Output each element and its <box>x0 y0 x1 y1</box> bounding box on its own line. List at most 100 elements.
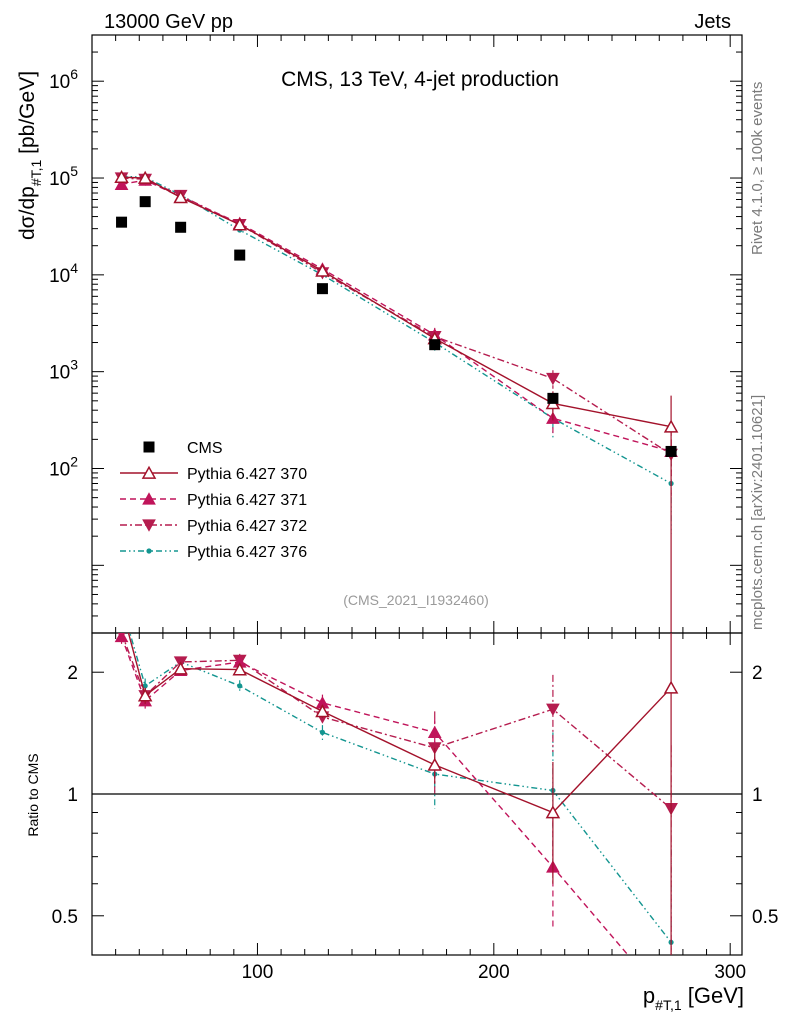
data-point <box>114 169 129 184</box>
data-point <box>547 392 559 404</box>
side-label-rivet: Rivet 4.1.0, ≥ 100k events <box>749 82 766 255</box>
ratio-point <box>119 601 124 606</box>
ratio-line <box>120 633 672 810</box>
legend: CMS Pythia 6.427 370 Pythia 6.427 371 Pythi… <box>120 440 307 561</box>
ratio-point <box>142 683 148 689</box>
ratio-point <box>114 633 129 643</box>
ratio-point <box>546 703 560 716</box>
y-axis-label-sub: #T,1 <box>28 159 44 186</box>
y-tick-label-exp: 6 <box>70 66 78 82</box>
x-tick-label: 100 <box>242 962 274 983</box>
header-left: 13000 GeV pp <box>104 11 233 33</box>
y-tick-label-exp: 5 <box>70 163 78 179</box>
legend-entry: Pythia 6.427 370 <box>120 465 307 483</box>
y-tick-label-exp: 2 <box>70 453 78 469</box>
y-tick-label-base: 10 <box>49 169 70 190</box>
y-tick-label: 104 <box>49 260 78 287</box>
legend-label: Pythia 6.427 370 <box>187 466 307 483</box>
series-cms <box>116 196 677 457</box>
legend-label: Pythia 6.427 372 <box>187 518 307 535</box>
x-axis-label-sub: #T,1 <box>655 997 682 1013</box>
ratio-series-pythia-6-427-376 <box>119 601 674 955</box>
data-point <box>232 217 248 231</box>
ratio-tick-label-right: 1 <box>752 785 763 806</box>
data-point <box>173 190 188 204</box>
legend-entry: Pythia 6.427 371 <box>120 492 307 509</box>
legend-marker <box>141 465 157 479</box>
main-series <box>114 169 679 633</box>
y-tick-label-base: 10 <box>49 363 70 384</box>
y-axis-label: dσ/dp#T,1 [pb/GeV] <box>16 71 44 240</box>
legend-marker <box>143 441 155 453</box>
data-point <box>316 283 328 295</box>
header-right: Jets <box>694 11 731 33</box>
data-point <box>114 177 129 190</box>
ratio-point <box>315 704 330 718</box>
ratio-tick-label-left: 0.5 <box>52 907 78 928</box>
legend-marker <box>146 548 152 554</box>
x-axis-label: p#T,1 [GeV] <box>643 983 744 1013</box>
main-ticks <box>92 34 742 634</box>
y-tick-label: 106 <box>49 66 78 93</box>
x-tick-label: 200 <box>478 962 510 983</box>
data-point <box>665 445 677 457</box>
data-point <box>175 221 187 233</box>
data-point <box>663 419 679 433</box>
ratio-series-pythia-6-427-370 <box>116 601 679 955</box>
ratio-point <box>137 688 153 702</box>
legend-entry: CMS <box>143 440 223 457</box>
side-label-mcplots: mcplots.cern.ch [arXiv:2401.10621] <box>749 395 766 630</box>
chart-title: CMS, 13 TeV, 4-jet production <box>281 68 559 91</box>
ratio-line <box>120 636 629 955</box>
ratio-series-pythia-6-427-371 <box>114 633 672 955</box>
legend-label: Pythia 6.427 371 <box>187 492 307 509</box>
legend-entry: Pythia 6.427 376 <box>120 544 307 561</box>
legend-entry: Pythia 6.427 372 <box>120 518 307 535</box>
series-line <box>121 175 672 485</box>
ratio-point <box>545 805 561 819</box>
legend-label: Pythia 6.427 376 <box>187 544 307 561</box>
legend-marker <box>142 492 156 505</box>
ratio-tick-label-left: 1 <box>67 785 78 806</box>
series-line <box>121 176 672 428</box>
data-point <box>234 249 246 261</box>
series-line <box>121 177 672 455</box>
y-tick-label-exp: 3 <box>70 357 78 373</box>
analysis-tag: (CMS_2021_I1932460) <box>343 592 489 608</box>
ratio-point <box>319 729 326 735</box>
series-pythia-6-427-372 <box>114 172 678 479</box>
data-point <box>116 216 128 228</box>
data-point <box>139 196 151 208</box>
ratio-panel: 0.5 0.5 1 1 2 2 100 200 300 <box>52 601 779 983</box>
legend-label: CMS <box>187 440 223 457</box>
y-axis-label-unit: [pb/GeV] <box>16 71 39 160</box>
y-tick-label-exp: 4 <box>70 260 78 276</box>
legend-marker <box>142 519 156 532</box>
data-point <box>137 170 153 184</box>
ratio-axis-label: Ratio to CMS <box>25 753 41 836</box>
y-axis-label-main: dσ/dp <box>16 186 39 240</box>
y-tick-label-base: 10 <box>49 72 70 93</box>
ratio-point <box>116 601 128 612</box>
series-pythia-6-427-370 <box>114 169 679 633</box>
y-tick-label: 102 <box>49 453 78 480</box>
ratio-tick-label-left: 2 <box>67 663 78 684</box>
ratio-point <box>427 757 443 771</box>
ratio-tick-labels: 0.5 0.5 1 1 2 2 100 200 300 <box>52 663 779 983</box>
y-tick-label-base: 10 <box>49 266 70 287</box>
ratio-point <box>237 683 243 689</box>
x-axis-label-unit: [GeV] <box>682 983 744 1008</box>
data-point <box>315 263 330 277</box>
ratio-tick-label-right: 2 <box>752 663 763 684</box>
ratio-line <box>129 633 672 943</box>
y-tick-label: 105 <box>49 163 78 190</box>
ratio-tick-label-right: 0.5 <box>752 907 778 928</box>
data-point <box>429 339 441 351</box>
ratio-ticks <box>92 633 742 956</box>
ratio-point <box>232 662 248 676</box>
ratio-series <box>114 601 679 955</box>
x-axis-label-main: p <box>643 983 655 1008</box>
